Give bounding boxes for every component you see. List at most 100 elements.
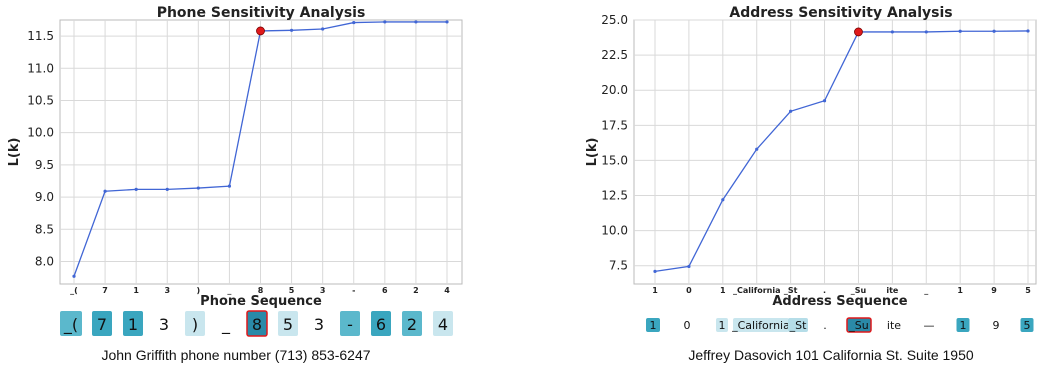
phone-token-highlight — [60, 311, 82, 336]
address-data-point — [958, 29, 962, 33]
address-token: 1 — [956, 318, 970, 332]
address-y-tick-label: 20.0 — [601, 83, 628, 97]
address-data-point — [822, 99, 827, 103]
phone-token-highlight — [246, 310, 268, 337]
phone-data-point — [445, 20, 449, 24]
address-y-axis-label: L(k) — [585, 138, 600, 167]
phone-token-text: 8 — [252, 315, 262, 334]
address-token-text: . — [823, 319, 827, 332]
address-y-tick-label: 22.5 — [601, 48, 628, 62]
address-token-text: 1 — [960, 319, 967, 332]
address-token-text: _St — [789, 319, 807, 332]
address-token-highlight — [716, 318, 728, 332]
address-x-tick-label: 1 — [652, 286, 658, 295]
address-token: _Su — [846, 317, 872, 333]
phone-y-tick-label: 10.5 — [27, 93, 54, 107]
phone-data-point — [72, 274, 76, 278]
phone-data-point — [103, 189, 107, 193]
phone-token-highlight — [185, 311, 205, 336]
phone-data-point — [196, 186, 200, 190]
phone-token-highlight — [402, 311, 422, 336]
phone-data-point — [227, 184, 232, 188]
phone-y-axis-label: L(k) — [7, 138, 22, 167]
phone-token-highlight — [278, 311, 298, 336]
phone-y-tick-label: 9.0 — [35, 190, 54, 204]
phone-token-text: ) — [192, 315, 198, 334]
phone-caption: John Griffith phone number (713) 853-624… — [101, 347, 370, 363]
phone-x-tick-label: - — [352, 286, 355, 295]
phone-x-tick-label: _ — [227, 286, 231, 295]
address-chart-title: Address Sensitivity Analysis — [729, 5, 952, 21]
phone-token: _( — [60, 311, 82, 336]
phone-token: - — [340, 311, 360, 336]
phone-token-highlight — [371, 311, 391, 336]
phone-token-text: _ — [221, 315, 231, 335]
phone-y-tick-label: 9.5 — [35, 158, 54, 172]
address-x-tick-label: _St — [784, 286, 798, 295]
address-token: . — [823, 319, 827, 332]
address-token-highlight — [1020, 318, 1034, 332]
phone-data-point — [134, 187, 138, 191]
address-x-tick-label: _ — [924, 286, 928, 295]
address-y-tick-label: 12.5 — [601, 189, 628, 203]
address-token: 1 — [716, 318, 728, 332]
phone-token-text: 3 — [159, 315, 169, 334]
phone-highlight-point — [256, 26, 265, 36]
phone-x-tick-label: _( — [70, 286, 78, 295]
phone-data-point — [383, 20, 387, 24]
phone-x-tick-label: 8 — [258, 286, 264, 295]
phone-token-text: 6 — [376, 315, 386, 334]
address-x-tick-label: _Su — [851, 286, 867, 295]
phone-y-tick-label: 11.0 — [27, 61, 54, 75]
address-token-text: 0 — [684, 319, 691, 332]
phone-token: 1 — [123, 311, 143, 336]
phone-token: 6 — [371, 311, 391, 336]
phone-chart-title: Phone Sensitivity Analysis — [157, 5, 366, 21]
phone-token-text: 2 — [407, 315, 417, 334]
address-token-text: 1 — [650, 319, 657, 332]
address-token-highlight — [733, 318, 789, 332]
address-token-highlight — [788, 318, 808, 332]
address-y-tick-label: 15.0 — [601, 153, 628, 167]
address-data-point — [653, 269, 657, 273]
phone-y-tick-label: 11.5 — [27, 29, 54, 43]
address-x-tick-label: 5 — [1025, 286, 1031, 295]
address-token-text: 9 — [993, 319, 1000, 332]
phone-data-point — [289, 28, 294, 32]
phone-y-tick-label: 10.0 — [27, 126, 54, 140]
address-token-text: 5 — [1024, 319, 1031, 332]
address-x-tick-label: . — [823, 286, 826, 295]
phone-token: 8 — [246, 310, 268, 337]
phone-x-tick-label: ) — [197, 286, 201, 295]
address-x-tick-label: ite — [886, 286, 899, 295]
address-data-point — [992, 29, 996, 33]
address-data-point — [789, 109, 793, 113]
address-token: ite — [887, 319, 901, 332]
address-y-tick-label: 7.5 — [609, 259, 628, 273]
address-chart: 7.510.012.515.017.520.022.525.01 0 1 _Calif… — [585, 5, 1037, 363]
phone-token: 3 — [314, 315, 324, 334]
phone-token: 4 — [433, 311, 453, 336]
address-token: — — [924, 319, 935, 332]
phone-token-text: 7 — [97, 315, 107, 334]
phone-token-text: 5 — [283, 315, 293, 334]
address-token: 9 — [993, 319, 1000, 332]
phone-token: 2 — [402, 311, 422, 336]
phone-token: 5 — [278, 311, 298, 336]
address-x-tick-label: 9 — [991, 286, 997, 295]
phone-y-tick-label: 8.5 — [35, 222, 54, 236]
phone-x-tick-label: 1 — [133, 286, 139, 295]
phone-token: 3 — [159, 315, 169, 334]
phone-token-highlight — [340, 311, 360, 336]
address-token: _California — [731, 318, 790, 332]
address-x-tick-label: 1 — [957, 286, 963, 295]
address-caption: Jeffrey Dasovich 101 California St. Suit… — [688, 347, 974, 363]
address-token: _St — [788, 318, 808, 332]
phone-chart: 8.0 8.5 9.0 9.5 10.0 10.5 11.0 11.5 _(7 1 3) _ 8 5 3 - 6… — [7, 5, 463, 363]
phone-x-tick-label: 3 — [320, 286, 326, 295]
address-data-point — [890, 30, 894, 34]
phone-token-text: 1 — [128, 315, 138, 334]
address-token-text: _Su — [848, 319, 868, 332]
phone-x-tick-label: 5 — [289, 286, 295, 295]
